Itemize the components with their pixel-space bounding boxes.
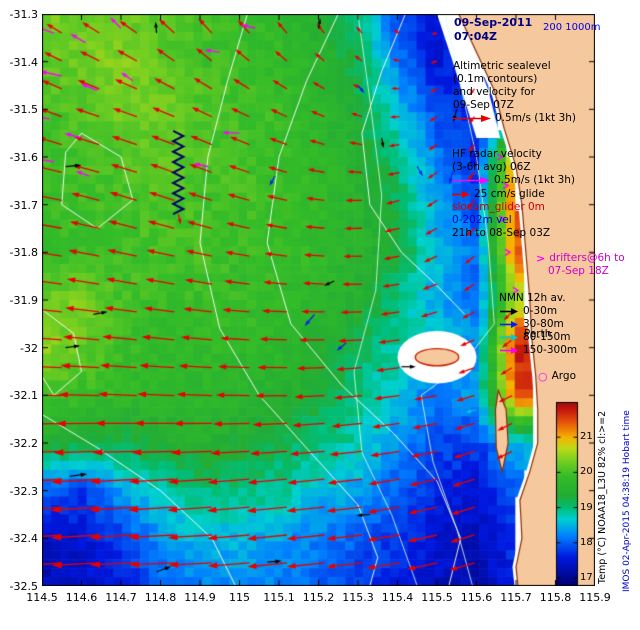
legend-line: Altimetric sealevel	[453, 60, 551, 72]
y-axis-tick-label: -32.1	[9, 389, 38, 403]
y-axis-tick-label: -32.2	[9, 437, 38, 450]
glider-layer-label: 0-202m vel	[452, 214, 512, 226]
imos-credit: IMOS 02-Apr-2015 04:38:19 Hobart time	[622, 410, 632, 592]
y-axis-tick-label: -31.3	[9, 8, 38, 21]
argo-label: Argo	[551, 370, 577, 382]
drifters-date-label: 07-Sep 18Z	[548, 265, 609, 277]
nmn-depth-label: 150-300m	[523, 344, 578, 356]
nmn-arrow-icon	[500, 321, 518, 328]
colorbar-tick-label: 21	[580, 431, 593, 443]
nmn-depth-label: 0-30m	[523, 305, 558, 317]
altimetric-scale-arrow-icon	[453, 115, 491, 122]
x-axis-tick-label: 114.9	[184, 591, 216, 604]
x-axis-tick-label: 114.5	[26, 591, 58, 604]
y-axis-tick-label: -31.9	[9, 294, 38, 307]
legend-line: (3-6h avg) 06Z	[452, 161, 531, 173]
y-axis-tick-label: -31.5	[9, 103, 38, 117]
colorbar-tick-label: 17	[580, 571, 593, 583]
x-axis-tick-label: 115	[229, 591, 250, 604]
drifters-legend: > drifters@6h to 07-Sep 18Z	[536, 252, 625, 278]
glider-legend: 25 cm/s glide slocum_glider 0m 0-202m ve…	[452, 188, 550, 240]
nmn-legend-item: 30-80m	[499, 318, 577, 331]
y-axis-tick-label: -31.7	[9, 198, 38, 212]
hf-radar-scale-label: 0.5m/s (1kt 3h)	[494, 174, 576, 186]
glider-time-label: 21h to 08-Sep 03Z	[452, 227, 551, 239]
nmn-depth-label: 30-80m	[523, 318, 564, 330]
nmn-arrow-icon	[500, 347, 518, 354]
argo-legend: ○ Argo	[538, 370, 576, 383]
y-axis-tick-label: -31.4	[9, 55, 38, 69]
city-label-perth: Perth	[523, 328, 552, 341]
x-axis-tick-label: 115.5	[421, 591, 453, 604]
legend-line: and velocity for	[453, 86, 535, 98]
legend-line: HF radar velocity	[452, 148, 542, 160]
nmn-legend-item: 80-150m	[499, 331, 577, 344]
y-axis-tick-label: -32	[20, 341, 38, 355]
nmn-arrow-icon	[500, 308, 518, 315]
nmn-legend-item: 150-300m	[499, 344, 577, 357]
y-axis-tick-label: -31.6	[9, 151, 38, 164]
x-axis-tick-label: 115.9	[579, 591, 611, 604]
nmn-legend-title: NMN 12h av.	[499, 292, 566, 304]
altimetric-legend: Altimetric sealevel (0.1m contours) and …	[453, 60, 576, 125]
x-axis-tick-label: 115.7	[500, 591, 532, 604]
x-axis-tick-label: 115.4	[381, 591, 414, 604]
glider-name-label: slocum_glider 0m	[452, 201, 545, 213]
nmn-mooring-legend: NMN 12h av. 0-30m 30-80m 80-150m 150-300m	[499, 292, 577, 357]
y-axis-tick-label: -32.3	[9, 484, 38, 498]
nmn-arrow-icon	[500, 334, 518, 341]
x-axis-tick-label: 115.8	[539, 591, 572, 604]
glider-scale-label: 25 cm/s glide	[474, 188, 545, 200]
colorbar-tick-label: 20	[580, 466, 593, 478]
x-axis-tick-label: 115.2	[302, 591, 335, 604]
x-axis-tick-label: 115.1	[263, 591, 295, 604]
drifters-label: drifters@6h to	[549, 252, 625, 264]
legend-line: 09-Sep 07Z	[453, 99, 514, 111]
glider-scale-arrow-icon	[452, 191, 470, 198]
legend-line: (0.1m contours)	[453, 73, 538, 85]
plot-datetime: 09-Sep-2011 07:04Z	[454, 16, 532, 44]
x-axis-tick-label: 115.6	[460, 591, 493, 604]
y-axis-tick-label: -32.5	[9, 580, 38, 593]
colorbar-tick-label: 18	[580, 536, 593, 548]
plot-date: 09-Sep-2011	[454, 16, 533, 29]
plot-time: 07:04Z	[454, 30, 497, 43]
colorbar-tick-label: 19	[580, 501, 593, 513]
drifter-marker-icon: >	[536, 252, 546, 265]
nmn-depth-label: 80-150m	[523, 331, 571, 343]
x-axis-tick-label: 114.8	[144, 591, 177, 604]
map-canvas	[42, 14, 595, 586]
y-axis-tick-label: -32.4	[9, 532, 38, 546]
y-axis-tick-label: -31.8	[9, 246, 38, 260]
x-axis-tick-label: 114.6	[65, 591, 98, 604]
hf-radar-scale-arrow-icon	[452, 177, 490, 184]
nmn-legend-item: 0-30m	[499, 305, 577, 318]
isobath-depth-labels: 200 1000m	[543, 22, 601, 33]
x-axis-tick-label: 114.7	[105, 591, 137, 604]
altimetric-scale-label: 0.5m/s (1kt 3h)	[495, 112, 577, 124]
hf-radar-legend: HF radar velocity (3-6h avg) 06Z 0.5m/s …	[452, 148, 575, 187]
x-axis-tick-label: 115.3	[342, 591, 374, 604]
argo-marker-icon: ○	[538, 370, 548, 383]
